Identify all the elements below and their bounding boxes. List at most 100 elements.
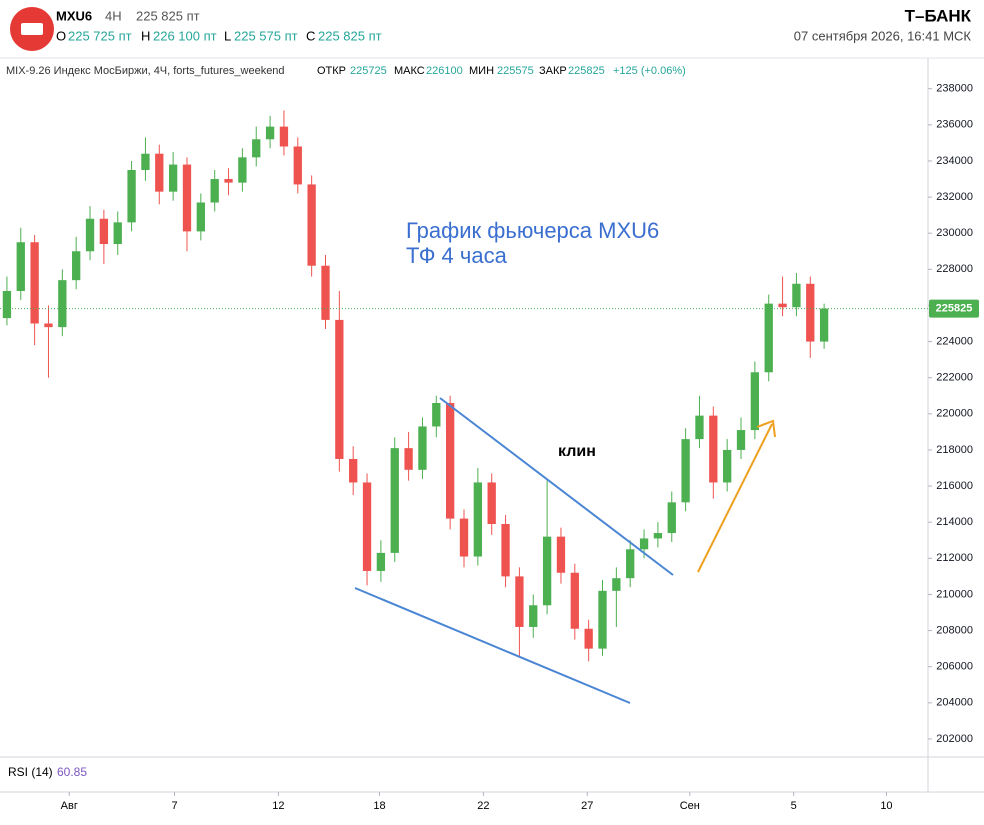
y-tick-label: 216000 [936,480,973,492]
candle-body [598,590,607,649]
candle-body [792,283,801,308]
candle-body [44,323,53,328]
annotation: График фьючерса MXU6 [406,218,659,243]
candle-body [736,430,746,450]
candle-body [390,448,399,553]
x-tick-label: Авг [61,800,78,812]
candle-body [99,218,109,245]
y-tick-label: 210000 [936,588,973,600]
candle-body [16,242,25,291]
ohlc-label: H [141,28,150,43]
y-tick-label: 228000 [936,263,973,275]
ohlc-label: L [224,28,231,43]
candle-body [113,222,122,245]
candle-body [279,126,289,147]
ohlc: O 225 725 пт H 226 100 пт L 225 575 пт C… [56,28,382,43]
x-tick-label: 22 [477,800,489,812]
candle-body [764,303,773,373]
candle-body [501,524,510,577]
candle-body [335,319,344,459]
candle-body [182,164,192,232]
logo-mark [21,23,43,35]
legend-value: 225575 [497,65,534,77]
candle-body [224,179,233,183]
x-tick-label: 27 [581,800,593,812]
x-tick-label: Сен [680,800,700,812]
legend-value: 226100 [426,65,463,77]
timeframe: 4H [105,8,122,23]
datetime: 07 сентября 2026, 16:41 МСК [794,28,972,43]
candle-body [667,502,676,534]
candle-body [515,576,524,627]
candle-body [626,549,635,579]
y-tick-label: 220000 [936,408,973,420]
wedge-line [439,397,674,576]
ohlc-label: O [56,28,66,43]
y-tick-label: 238000 [936,83,973,95]
candle-body [196,202,205,232]
ohlc-label: C [306,28,315,43]
change: +125 (+0.06%) [613,65,686,77]
y-tick-label: 214000 [936,516,973,528]
candle-body [2,291,12,319]
x-tick-label: 10 [880,800,892,812]
candle-body [376,552,386,571]
candle-body [778,303,787,308]
ohlc-value: 225 725 пт [68,28,132,43]
candle-body [404,448,413,470]
candle-body [349,458,358,483]
y-tick-label: 222000 [936,372,973,384]
y-tick-label: 202000 [936,733,973,745]
legend-label: ЗАКР [539,65,567,77]
candle-body [570,572,579,629]
x-tick-label: 12 [272,800,284,812]
y-tick-label: 236000 [936,119,973,131]
candle-body [695,415,704,440]
legend-label: ОТКР [317,65,346,77]
candle-body [238,157,247,183]
candle-body [127,169,136,223]
candle-body [584,628,593,649]
x-tick-label: 7 [171,800,177,812]
candle-body [362,482,372,571]
candle-body [459,518,469,557]
candle-body [321,265,330,320]
candle-body [819,308,829,342]
candle-body [639,538,649,550]
candle-body [307,184,316,266]
candle-body [723,449,732,483]
candle-body [30,242,39,324]
y-tick-label: 212000 [936,552,973,564]
annotation: клин [558,443,596,460]
legend: MIX-9.26 Индекс МосБиржи, 4Ч, forts_futu… [6,65,686,77]
candle-body [473,482,483,557]
candle-body [72,251,81,281]
ohlc-value: 225 575 пт [234,28,298,43]
candle-body [418,426,427,470]
candle-body [432,402,441,427]
candle-body [85,218,95,252]
candle-body [653,533,663,539]
candle-body [252,139,261,158]
last-price-label: 225825 [936,303,973,315]
rsi-label: RSI (14) [8,765,53,779]
arrow [697,423,773,573]
candle-body [806,283,815,342]
candle-body [487,482,496,524]
candle-body [210,179,219,203]
candle-body [168,164,178,192]
arrow-head [756,419,776,438]
y-tick-label: 232000 [936,191,973,203]
brand: Т–БАНК [905,6,972,25]
y-tick-label: 218000 [936,444,973,456]
candle-body [155,153,164,192]
y-tick-label: 234000 [936,155,973,167]
legend-value: 225825 [568,65,605,77]
symbol: MXU6 [56,8,92,23]
ohlc-value: 226 100 пт [153,28,217,43]
candle-body [612,578,621,591]
candle-body [265,126,275,140]
wedge-line [354,587,631,704]
